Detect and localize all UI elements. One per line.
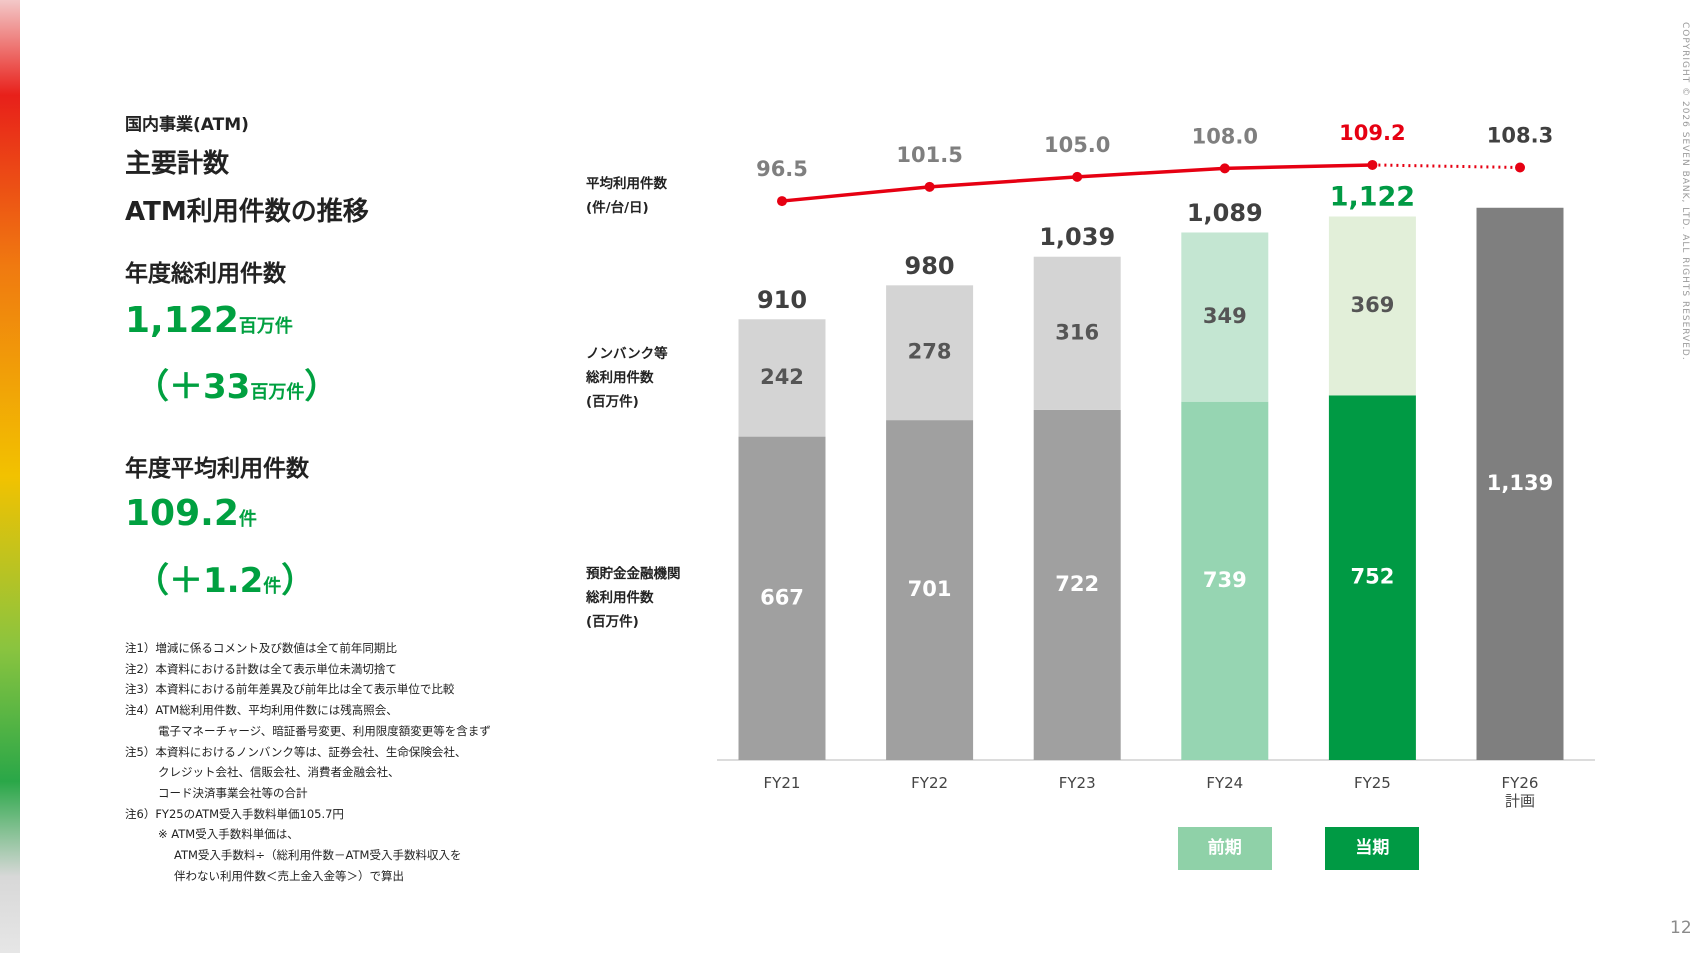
line-value-label: 96.5 (756, 157, 808, 181)
bar-segment (738, 319, 826, 437)
series-name: 平均利用件数 (件/台/日) (586, 176, 667, 217)
total-label: 1,039 (1039, 223, 1115, 251)
line (781, 163, 1373, 203)
bar-segment (1033, 256, 1121, 410)
kpi-change-close: ） (304, 367, 339, 407)
note: 注5）本資料におけるノンバンク等は、証券会社、生命保険会社、 (125, 744, 467, 759)
total-label: 1,089 (1187, 199, 1263, 227)
page-number: 12 (1670, 918, 1692, 938)
kpi-change-row: （＋33百万件） (135, 359, 338, 408)
total-label: 1,122 (1330, 182, 1415, 213)
bar-value-label: 369 (1350, 293, 1394, 317)
note: 伴わない利用件数＜売上金入金等＞）で算出 (174, 868, 404, 883)
category: 国内事業(ATM) (125, 115, 249, 135)
kpi-change-unit: 百万件 (250, 382, 305, 403)
line-value-label: 105.0 (1044, 133, 1110, 157)
kpi-value-row: 109.2件 (125, 493, 257, 534)
note: 注6）FY25のATM受入手数料単価105.7円 (125, 806, 344, 821)
line-point (1367, 159, 1378, 170)
line-point (1515, 162, 1525, 173)
x-tick-label: FY23 (1058, 774, 1096, 792)
kpi-change: （＋1.2 (135, 561, 264, 601)
x-tick-label: FY25 (1353, 774, 1391, 792)
series-name: ノンバンク等 総利用件数 (百万件) (586, 345, 668, 410)
bar-value-label: 739 (1203, 568, 1247, 592)
bar-segment (886, 420, 974, 760)
bar-value-label: 316 (1055, 320, 1099, 344)
line-point (924, 181, 935, 192)
note: コード決済事業会社等の合計 (158, 785, 308, 800)
bar-value-label: 701 (908, 577, 952, 601)
bar-value-label: 752 (1350, 565, 1394, 589)
line-point (777, 196, 787, 207)
note: 注4）ATM総利用件数、平均利用件数には残高照会、 (125, 703, 398, 718)
kpi-change-close: ） (281, 561, 316, 601)
kpi-change-unit: 件 (263, 576, 282, 597)
series-name: 預貯金金融機関 総利用件数 (百万件) (586, 566, 681, 631)
note: クレジット会社、信販会社、消費者金融会社、 (158, 765, 400, 780)
kpi-change: （＋33 (135, 367, 251, 407)
bar-segment (1033, 409, 1121, 760)
kpi-label: 年度総利用件数 (125, 261, 286, 287)
bar-value-label: 242 (760, 365, 804, 389)
projected-line (1372, 163, 1521, 170)
bar (1476, 207, 1564, 760)
line-value-label: 109.2 (1339, 121, 1405, 145)
title: 主要計数 (125, 149, 230, 179)
bar-segment (1181, 401, 1269, 760)
bar-segment (1181, 232, 1269, 402)
bar-value-label: 667 (760, 585, 804, 609)
note: 注2）本資料における計数は全て表示単位未満切捨て (125, 661, 397, 676)
line-point (1072, 171, 1083, 182)
period-label: 前期 (1177, 827, 1272, 870)
accent-stripe (0, 0, 20, 953)
kpi-change-row: （＋1.2件） (135, 553, 315, 602)
line-value-label: 101.5 (896, 143, 962, 167)
bar-segment (738, 436, 826, 760)
bar-segment (1328, 395, 1416, 760)
note: 電子マネーチャージ、暗証番号変更、利用限度額変更等を含まず (158, 723, 491, 738)
kpi-value: 1,122 (125, 300, 239, 341)
x-tick-label: FY26 計画 (1501, 774, 1539, 810)
bar-value-label: 278 (908, 340, 952, 364)
kpi-unit: 件 (238, 509, 257, 530)
note: 注3）本資料における前年差異及び前年比は全て表示単位で比較 (125, 682, 455, 697)
x-tick-label: FY24 (1206, 774, 1244, 792)
subtitle: ATM利用件数の推移 (125, 197, 369, 227)
line-point (1219, 163, 1230, 174)
period-label: 当期 (1325, 827, 1420, 870)
x-tick-label: FY21 (763, 774, 801, 792)
bar-segment (1328, 216, 1416, 396)
bar-value-label: 722 (1055, 572, 1099, 596)
kpi-value-row: 1,122百万件 (125, 300, 293, 341)
kpi-value: 109.2 (125, 493, 239, 534)
kpi-unit: 百万件 (238, 316, 293, 337)
bar-segment (886, 285, 974, 421)
note: ATM受入手数料÷（総利用件数－ATM受入手数料収入を (174, 848, 462, 862)
bar-value-label: 349 (1203, 304, 1247, 328)
note: ※ ATM受入手数料単価は、 (158, 827, 299, 842)
x-tick-label: FY22 (911, 774, 949, 792)
line-value-label: 108.3 (1487, 124, 1553, 148)
total-label: 980 (905, 252, 955, 280)
bar-value-label: 1,139 (1487, 471, 1553, 495)
total-label: 910 (757, 286, 807, 314)
note: 注1）増減に係るコメント及び数値は全て前年同期比 (125, 641, 397, 655)
line-value-label: 108.0 (1192, 124, 1258, 148)
kpi-label: 年度平均利用件数 (125, 456, 309, 482)
